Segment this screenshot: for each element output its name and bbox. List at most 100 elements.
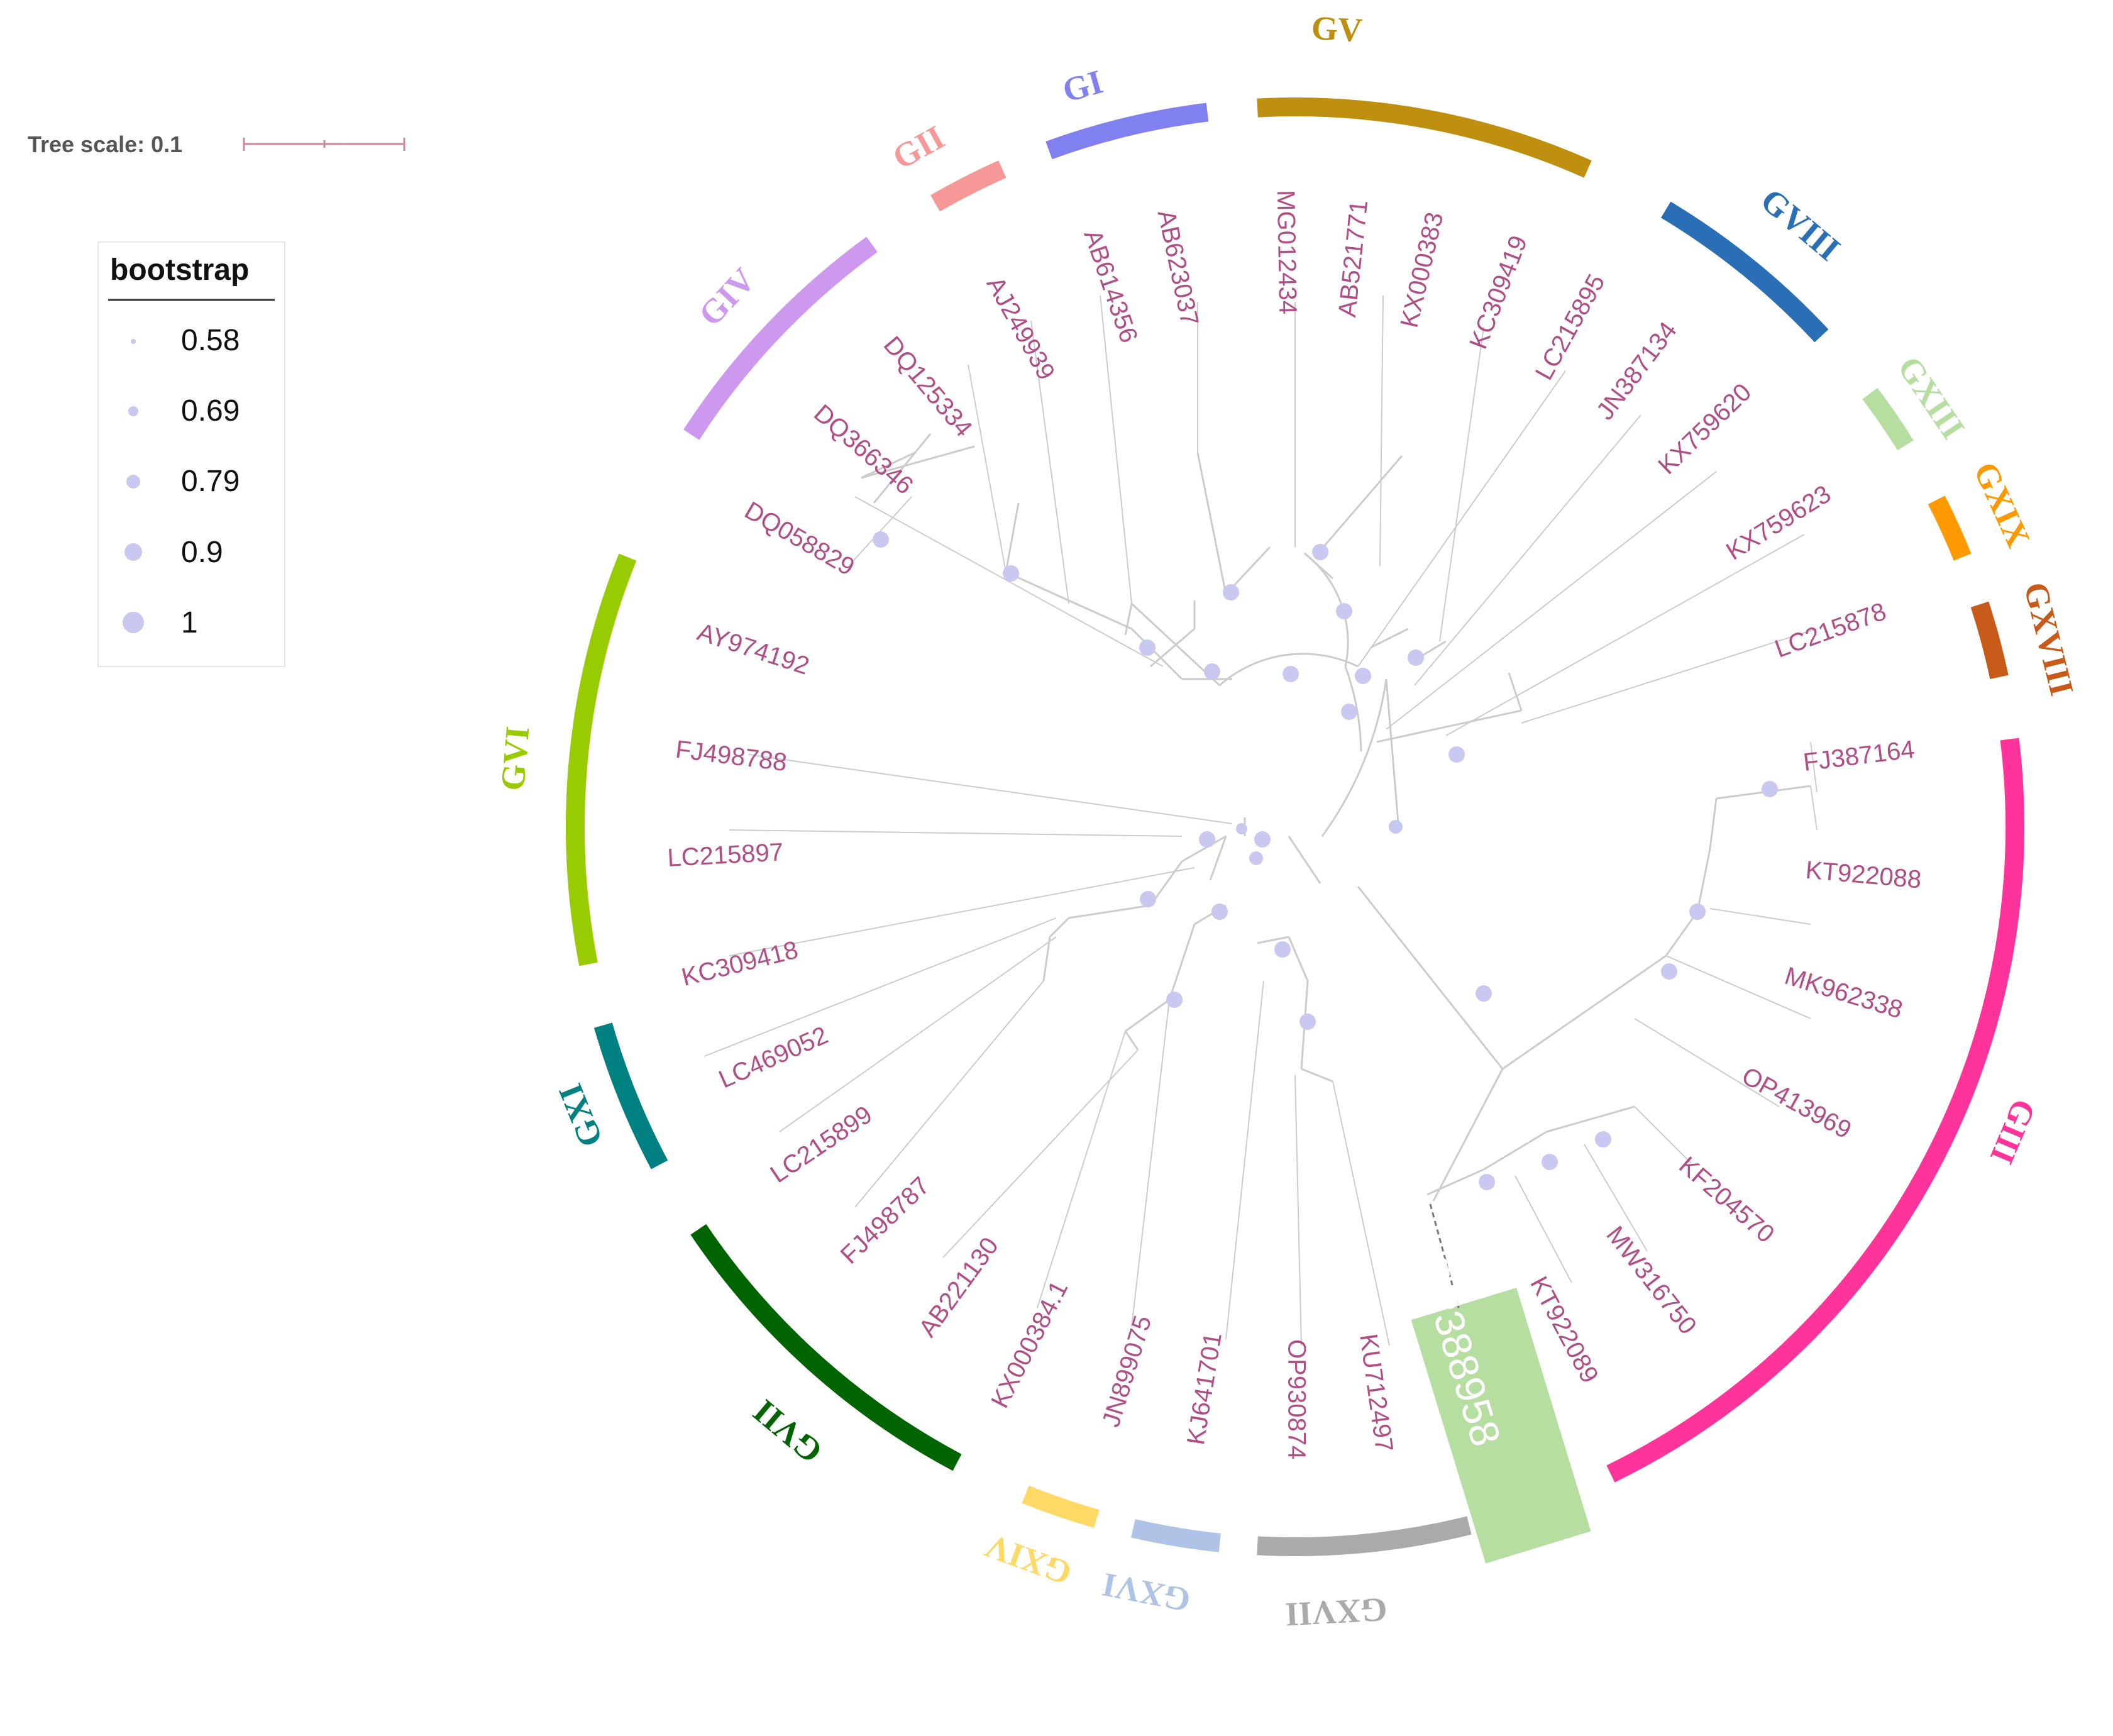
legend-marker-1 xyxy=(128,406,138,416)
legend-value-1: 0.69 xyxy=(181,394,240,428)
legend-value-4: 1 xyxy=(181,606,198,639)
group-arc-gxi xyxy=(593,1022,668,1169)
node xyxy=(873,531,889,548)
group-label-gxvii: GXVII xyxy=(1284,1591,1388,1634)
group-label-gxi: GXI xyxy=(551,1079,610,1153)
node xyxy=(1341,704,1357,720)
node xyxy=(1448,746,1465,763)
node xyxy=(1408,650,1424,666)
group-label-giii: GIII xyxy=(1983,1094,2043,1169)
legend-title: bootstrap xyxy=(110,253,249,287)
legend-value-2: 0.79 xyxy=(181,465,240,498)
leaf-label: KF204570 xyxy=(1674,1151,1779,1248)
leaf-label: AY974192 xyxy=(694,618,812,680)
bootstrap-legend: bootstrap 0.58 0.69 0.79 0.9 1 xyxy=(97,241,285,667)
node xyxy=(1336,603,1352,619)
leaf-label: KU712497 xyxy=(1354,1332,1398,1454)
leaf-label: KC309419 xyxy=(1464,232,1533,353)
leaf-label: KX759623 xyxy=(1721,480,1836,565)
group-label-gv: GV xyxy=(1310,9,1363,49)
leaf-label: MW316750 xyxy=(1601,1221,1702,1339)
group-arc-giv xyxy=(683,236,878,440)
tree-scale: Tree scale: 0.1 xyxy=(28,131,405,157)
node xyxy=(1166,992,1183,1008)
leaf-label: LC215899 xyxy=(766,1100,878,1188)
group-arc-gv xyxy=(1257,97,1592,178)
leaf-label: DQ058829 xyxy=(740,497,859,582)
node xyxy=(1479,1174,1495,1190)
group-label-gvi: GVI xyxy=(494,725,537,792)
node xyxy=(1595,1131,1611,1147)
leaf-label: KX000384.1 xyxy=(986,1276,1073,1412)
leaf-label: AB221130 xyxy=(913,1232,1004,1342)
node xyxy=(1355,668,1371,684)
query-sequence-highlight xyxy=(1411,1288,1591,1564)
leaf-label: KX000383 xyxy=(1395,209,1448,330)
legend-value-3: 0.9 xyxy=(181,536,223,569)
legend-marker-0 xyxy=(131,339,136,344)
legend-value-0: 0.58 xyxy=(181,324,240,357)
bootstrap-nodes xyxy=(873,531,1778,1190)
node xyxy=(1661,963,1677,980)
node xyxy=(1689,904,1706,920)
legend-box xyxy=(97,241,285,667)
group-arc-gvi xyxy=(565,553,637,966)
group-arc-gi xyxy=(1045,102,1209,160)
group-label-gii: GII xyxy=(886,118,951,177)
node xyxy=(1274,941,1291,958)
node xyxy=(1389,820,1403,834)
group-arc-gxiii xyxy=(1862,387,1914,451)
leaf-label: AB623037 xyxy=(1152,207,1204,328)
leaf-label: MG012434 xyxy=(1272,190,1301,315)
group-arc-gxix xyxy=(1928,495,1972,561)
query-dashed-connector xyxy=(1429,1203,1460,1308)
leaf-label: AB614356 xyxy=(1078,226,1142,346)
node xyxy=(1299,1014,1316,1030)
leaf-label: JN899075 xyxy=(1097,1312,1157,1430)
group-arc-gxviii xyxy=(1970,601,2009,680)
node xyxy=(1003,565,1019,582)
group-arc-gxvi xyxy=(1131,1519,1221,1552)
node xyxy=(1476,985,1492,1002)
group-label-gvii: GVII xyxy=(746,1392,829,1471)
node xyxy=(1249,851,1263,865)
leaf-label: LC215897 xyxy=(666,838,784,872)
tree-scale-label: Tree scale: 0.1 xyxy=(28,131,182,157)
group-label-gviii: GVIII xyxy=(1753,181,1847,268)
leaf-label: KT922088 xyxy=(1804,856,1923,894)
group-arc-gvii xyxy=(690,1224,962,1471)
group-label-gxviii: GXVIII xyxy=(2017,578,2082,699)
node xyxy=(1236,823,1247,834)
leaf-label: JN387134 xyxy=(1591,317,1682,425)
leaf-label: FJ387164 xyxy=(1802,736,1916,777)
group-label-gxiv: GXIV xyxy=(980,1527,1076,1593)
leaf-label: OP413969 xyxy=(1737,1062,1856,1144)
legend-marker-2 xyxy=(126,475,140,489)
node xyxy=(1283,666,1299,682)
leaf-label: FJ498788 xyxy=(674,736,788,777)
leaf-label: LC215878 xyxy=(1771,597,1890,663)
group-arc-gii xyxy=(930,160,1007,212)
leaf-label: KC309418 xyxy=(679,936,801,991)
leaf-label: DQ366346 xyxy=(808,399,919,500)
legend-marker-3 xyxy=(124,543,142,561)
node xyxy=(1542,1154,1558,1170)
node xyxy=(1211,904,1228,920)
leaf-label: DQ125334 xyxy=(878,331,978,443)
leaf-label: KX759620 xyxy=(1653,379,1757,480)
group-label-gxix: GXIX xyxy=(1967,456,2038,553)
node xyxy=(1140,891,1156,907)
leaf-label: AJ249939 xyxy=(981,272,1060,385)
node xyxy=(1254,831,1271,848)
node xyxy=(1139,639,1156,656)
group-arc-gviii xyxy=(1660,201,1829,343)
leaf-label: FJ498787 xyxy=(836,1172,935,1269)
legend-marker-4 xyxy=(123,612,144,633)
node xyxy=(1762,781,1778,797)
group-label-gi: GI xyxy=(1059,62,1107,109)
leaf-label: KJ641701 xyxy=(1182,1330,1227,1447)
group-arc-gxiv xyxy=(1022,1485,1100,1529)
leaf-label: LC469052 xyxy=(715,1021,832,1093)
group-ring xyxy=(565,97,2025,1556)
